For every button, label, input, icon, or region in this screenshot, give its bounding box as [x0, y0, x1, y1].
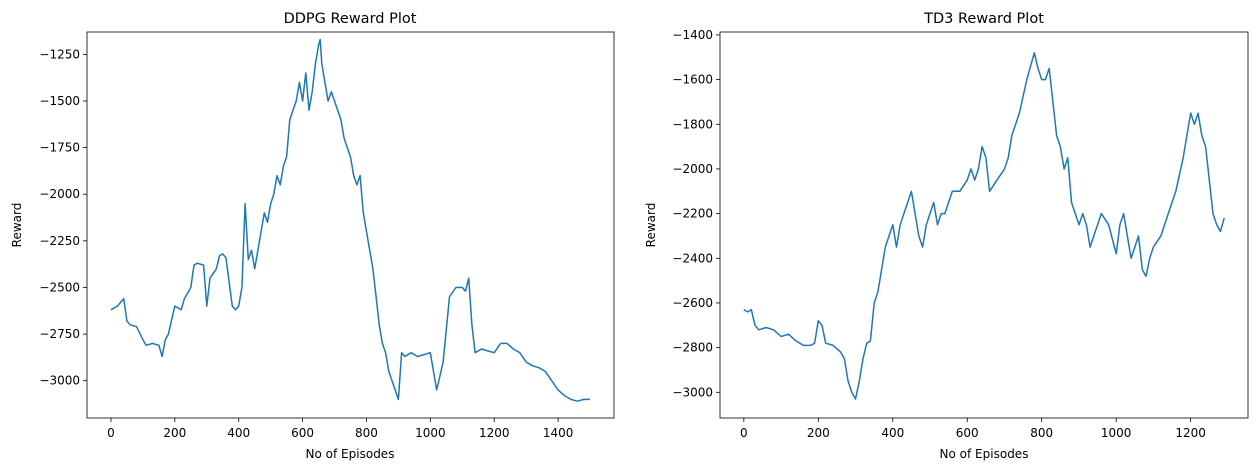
y-tick-label: −1750 — [39, 141, 80, 155]
x-tick-label: 800 — [355, 426, 378, 440]
y-tick-label: −2800 — [672, 341, 713, 355]
x-tick-label: 600 — [956, 426, 979, 440]
x-tick-label: 1200 — [479, 426, 510, 440]
y-ticks: −3000 −2800 −2600 −2400 −2200 −2000 −1800 −1600… — [672, 28, 720, 399]
x-tick-label: 1400 — [543, 426, 574, 440]
y-tick-label: −2000 — [39, 187, 80, 201]
y-tick-label: −1400 — [672, 28, 713, 42]
y-tick-label: −1250 — [39, 47, 80, 61]
y-tick-label: −3000 — [672, 385, 713, 399]
plot-area — [86, 31, 615, 419]
reward-line — [110, 38, 590, 402]
y-tick-label: −1500 — [39, 94, 80, 108]
x-tick-label: 200 — [163, 426, 186, 440]
x-axis-label: No of Episodes — [940, 447, 1029, 461]
y-ticks: −3000 −2750 −2500 −2250 −2000 −1750 −1500 −1250 — [39, 47, 87, 388]
x-tick-label: 1000 — [1101, 426, 1132, 440]
y-tick-label: −1800 — [672, 117, 713, 131]
x-tick-label: 200 — [807, 426, 830, 440]
x-tick-label: 600 — [291, 426, 314, 440]
x-ticks: 0 200 400 600 800 1000 1200 — [740, 418, 1206, 440]
x-tick-label: 1000 — [415, 426, 446, 440]
chart-title: DDPG Reward Plot — [284, 11, 417, 27]
y-tick-label: −2000 — [672, 162, 713, 176]
reward-line — [743, 52, 1225, 400]
x-tick-label: 0 — [107, 426, 115, 440]
chart-title: TD3 Reward Plot — [923, 11, 1044, 27]
x-ticks: 0 200 400 600 800 1000 1200 1400 — [107, 418, 573, 440]
y-axis-label: Reward — [10, 203, 24, 248]
subplot-td3: TD3 Reward Plot 0 200 400 600 800 1000 1200 −3… — [644, 11, 1249, 461]
y-tick-label: −2600 — [672, 296, 713, 310]
y-tick-label: −2400 — [672, 251, 713, 265]
x-tick-label: 400 — [227, 426, 250, 440]
x-tick-label: 0 — [740, 426, 748, 440]
x-tick-label: 1200 — [1175, 426, 1206, 440]
x-axis-label: No of Episodes — [306, 447, 395, 461]
y-tick-label: −2500 — [39, 280, 80, 294]
subplot-ddpg: DDPG Reward Plot 0 200 400 600 800 1000 1200 14… — [10, 11, 615, 461]
y-tick-label: −1600 — [672, 73, 713, 87]
y-tick-label: −2750 — [39, 327, 80, 341]
y-tick-label: −2200 — [672, 207, 713, 221]
y-tick-label: −3000 — [39, 374, 80, 388]
x-tick-label: 400 — [881, 426, 904, 440]
y-axis-label: Reward — [644, 203, 658, 248]
y-tick-label: −2250 — [39, 234, 80, 248]
x-tick-label: 800 — [1030, 426, 1053, 440]
plot-area — [719, 31, 1249, 419]
